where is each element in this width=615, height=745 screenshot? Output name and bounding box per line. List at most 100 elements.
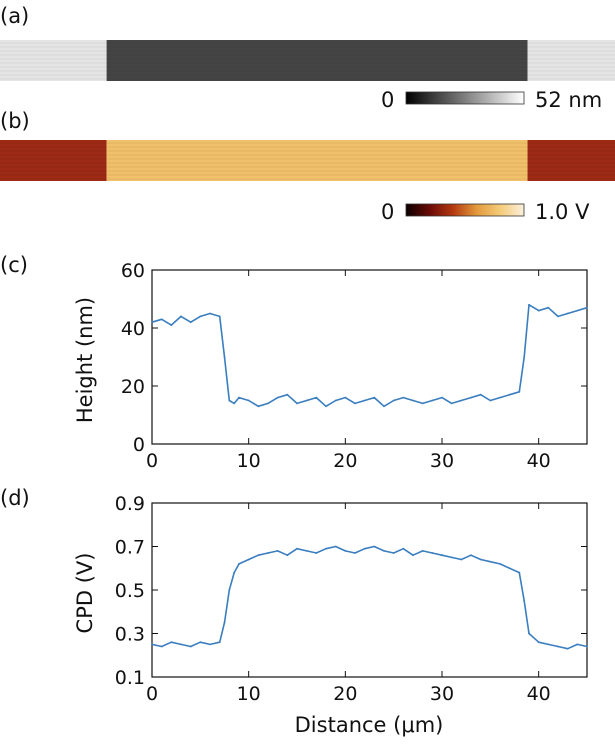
data-point [499,396,501,399]
data-point [276,549,279,552]
height-colorbar-min-label: 0 [381,88,394,112]
data-point [576,309,579,312]
data-point [479,393,482,396]
data-point [547,643,550,646]
data-point [523,356,526,358]
y-tick-label: 0.7 [115,537,145,559]
data-point [557,315,559,318]
height-map-image [0,40,615,81]
data-point [489,399,492,402]
data-point [402,396,405,399]
data-point [189,321,192,324]
data-point [518,390,521,393]
data-point [586,645,588,648]
x-tick-label: 0 [146,450,158,472]
data-point [431,399,434,402]
profile-line [151,303,588,408]
data-point [450,402,453,405]
data-point [363,399,366,402]
data-point [334,545,337,548]
x-tick-label: 10 [237,450,261,472]
data-point [209,643,211,646]
data-point [508,393,511,396]
data-point [160,318,163,321]
x-tick-label: 40 [527,683,551,705]
data-point [354,402,356,405]
data-point [233,402,236,405]
data-point [441,396,443,399]
data-point [296,547,298,550]
y-tick-label: 0.3 [115,624,145,646]
y-tick-label: 0.9 [115,493,145,515]
data-point [325,405,327,408]
data-point [170,324,173,326]
data-point [218,641,221,644]
cpd-profile-chart: CPD (V) Distance (μm) 0 10 20 30 40 0.1 0.3 0.5… [73,493,588,737]
data-point [412,554,414,557]
data-point [334,399,337,402]
height-profile-chart: Height (nm) 0 10 20 30 40 0 20 40 60 [73,260,588,472]
data-point [441,554,443,557]
data-point [199,641,202,644]
data-point [228,399,231,402]
map-left-region [0,40,107,81]
data-point [460,558,463,561]
data-point [499,563,501,565]
x-tick-label: 30 [430,683,454,705]
map-center-region [106,140,528,181]
data-point [315,552,318,554]
data-point [180,315,182,318]
data-point [218,315,221,318]
data-point [180,643,182,646]
x-tick-label: 10 [237,683,261,705]
height-y-axis-label: Height (nm) [73,297,97,423]
data-point [537,309,540,312]
data-point [344,396,347,399]
data-point [247,558,250,561]
data-point [518,571,521,574]
data-point [431,552,434,554]
data-point [363,547,366,550]
data-point [233,571,236,574]
cpd-x-axis-label: Distance (μm) [295,713,444,737]
data-point [325,547,327,550]
data-point [383,405,385,408]
x-tick-label: 20 [333,450,357,472]
data-point [267,402,269,405]
data-point [576,643,579,646]
map-right-region [527,40,615,81]
data-point [392,552,395,554]
y-tick-label: 0 [133,434,145,456]
data-point [508,567,511,570]
data-point [373,545,376,548]
cpd-map-image [0,140,615,181]
data-point [199,315,202,318]
x-tick-label: 20 [333,683,357,705]
data-point [286,393,289,396]
data-point [267,552,269,554]
data-point [305,549,308,552]
plot-frame [151,269,588,445]
data-point [470,554,472,557]
x-tick-label: 0 [146,683,158,705]
data-point [489,560,492,563]
data-point [296,402,298,405]
data-point [528,303,530,306]
panel-label-a: (a) [0,4,29,28]
data-point [151,321,153,324]
panel-label-d: (d) [0,486,30,510]
data-point [170,641,173,644]
data-point [566,647,569,650]
data-point [557,645,559,648]
data-point [238,396,240,399]
data-point [286,554,289,557]
height-colorbar-max-label: 52 nm [535,88,602,112]
cpd-colorbar-max-label: 1.0 V [535,200,590,224]
data-point [586,306,588,309]
x-tick-label: 30 [430,450,454,472]
data-point [247,399,250,402]
cpd-colorbar-min-label: 0 [381,200,394,224]
data-point [160,645,163,648]
y-tick-label: 40 [121,318,145,340]
